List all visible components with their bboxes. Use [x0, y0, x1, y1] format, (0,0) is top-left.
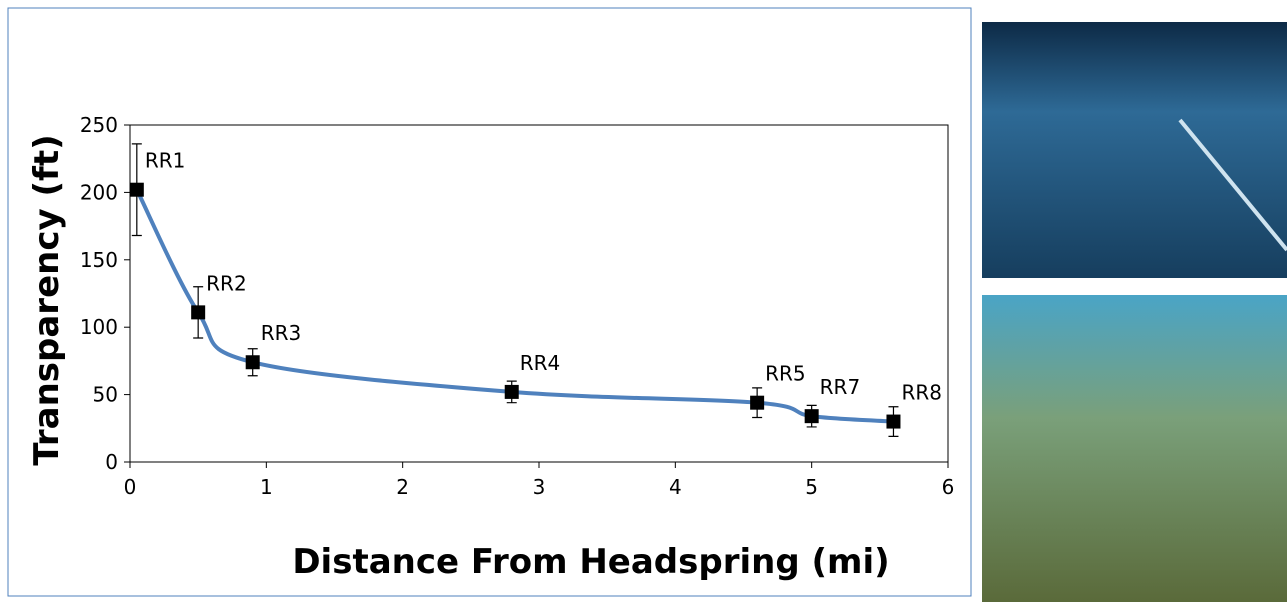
x-tick-label: 6: [942, 475, 955, 499]
x-tick-label: 1: [260, 475, 273, 499]
x-tick-label: 3: [533, 475, 546, 499]
point-label: RR3: [261, 321, 302, 345]
marker: [245, 355, 260, 370]
x-tick-label: 0: [124, 475, 137, 499]
marker: [129, 182, 144, 197]
photo-seagrass: [982, 295, 1287, 602]
marker: [886, 414, 901, 429]
point-label: RR1: [145, 149, 186, 173]
point-label: RR4: [520, 351, 561, 375]
x-tick-label: 5: [805, 475, 818, 499]
point-label: RR2: [206, 271, 247, 295]
chart-frame: [7, 7, 972, 597]
marker: [191, 305, 206, 320]
photo-line: [1178, 118, 1287, 252]
x-tick-label: 2: [396, 475, 409, 499]
y-tick-label: 250: [80, 113, 118, 137]
x-axis-title: Distance From Headspring (mi): [292, 542, 889, 582]
marker: [504, 384, 519, 399]
photo-underwater: [982, 22, 1287, 278]
point-label: RR8: [901, 381, 942, 405]
y-tick-label: 200: [80, 180, 118, 204]
y-axis-title: Transparency (ft): [27, 134, 67, 465]
point-label: RR7: [820, 375, 861, 399]
y-tick-label: 150: [80, 248, 118, 272]
y-tick-label: 50: [93, 383, 118, 407]
y-tick-label: 100: [80, 315, 118, 339]
point-label: RR5: [765, 362, 806, 386]
marker: [750, 395, 765, 410]
marker: [804, 409, 819, 424]
x-tick-label: 4: [669, 475, 682, 499]
y-tick-label: 0: [105, 450, 118, 474]
